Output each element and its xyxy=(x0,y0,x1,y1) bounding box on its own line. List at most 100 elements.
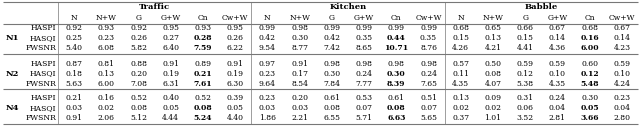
Text: 0.98: 0.98 xyxy=(388,59,405,67)
Text: 0.23: 0.23 xyxy=(259,95,276,103)
Text: 3.66: 3.66 xyxy=(580,115,599,123)
Text: 0.19: 0.19 xyxy=(163,70,179,78)
Text: N2: N2 xyxy=(5,70,19,78)
Text: 6.63: 6.63 xyxy=(387,115,406,123)
Text: 4.26: 4.26 xyxy=(452,44,469,52)
Text: 0.95: 0.95 xyxy=(227,25,244,33)
Text: 0.99: 0.99 xyxy=(388,25,405,33)
Text: 0.27: 0.27 xyxy=(163,34,179,43)
Text: 9.54: 9.54 xyxy=(259,44,276,52)
Text: 6.00: 6.00 xyxy=(98,79,115,87)
Text: 0.53: 0.53 xyxy=(356,95,372,103)
Text: N: N xyxy=(458,14,464,22)
Text: 0.04: 0.04 xyxy=(549,104,566,112)
Text: 0.20: 0.20 xyxy=(130,70,147,78)
Text: 0.03: 0.03 xyxy=(65,104,83,112)
Text: 7.61: 7.61 xyxy=(194,79,212,87)
Text: 0.52: 0.52 xyxy=(130,95,147,103)
Text: 0.92: 0.92 xyxy=(66,25,83,33)
Text: 0.67: 0.67 xyxy=(549,25,566,33)
Text: 0.08: 0.08 xyxy=(484,70,502,78)
Text: 0.08: 0.08 xyxy=(323,104,340,112)
Text: 0.23: 0.23 xyxy=(613,95,630,103)
Text: 2.81: 2.81 xyxy=(549,115,566,123)
Text: G: G xyxy=(136,14,141,22)
Text: 0.12: 0.12 xyxy=(580,70,599,78)
Text: 0.09: 0.09 xyxy=(484,95,502,103)
Text: 5.48: 5.48 xyxy=(580,79,599,87)
Text: 0.60: 0.60 xyxy=(581,59,598,67)
Text: 5.65: 5.65 xyxy=(420,115,437,123)
Text: 0.88: 0.88 xyxy=(130,59,147,67)
Text: 0.68: 0.68 xyxy=(452,25,469,33)
Text: HASQI: HASQI xyxy=(29,104,56,112)
Text: 6.31: 6.31 xyxy=(162,79,179,87)
Text: 0.07: 0.07 xyxy=(356,104,372,112)
Text: Cn: Cn xyxy=(198,14,208,22)
Text: Cw+W: Cw+W xyxy=(415,14,442,22)
Text: 7.08: 7.08 xyxy=(130,79,147,87)
Text: 2.06: 2.06 xyxy=(98,115,115,123)
Text: 0.91: 0.91 xyxy=(291,59,308,67)
Text: 0.42: 0.42 xyxy=(259,34,276,43)
Text: 0.61: 0.61 xyxy=(388,95,405,103)
Text: 0.87: 0.87 xyxy=(66,59,83,67)
Text: 0.15: 0.15 xyxy=(452,34,469,43)
Text: 4.36: 4.36 xyxy=(549,44,566,52)
Text: 0.92: 0.92 xyxy=(130,25,147,33)
Text: 0.05: 0.05 xyxy=(227,104,244,112)
Text: 5.38: 5.38 xyxy=(516,79,534,87)
Text: N1: N1 xyxy=(5,34,19,43)
Text: 0.50: 0.50 xyxy=(484,59,502,67)
Text: 6.00: 6.00 xyxy=(580,44,599,52)
Text: 7.77: 7.77 xyxy=(356,79,372,87)
Text: N4: N4 xyxy=(5,104,19,112)
Text: 0.91: 0.91 xyxy=(227,59,244,67)
Text: 6.22: 6.22 xyxy=(227,44,244,52)
Text: 2.80: 2.80 xyxy=(613,115,630,123)
Text: 0.20: 0.20 xyxy=(291,95,308,103)
Text: 0.02: 0.02 xyxy=(484,104,502,112)
Text: 0.65: 0.65 xyxy=(484,25,502,33)
Text: 0.91: 0.91 xyxy=(66,115,83,123)
Text: 5.71: 5.71 xyxy=(356,115,372,123)
Text: 0.31: 0.31 xyxy=(516,95,534,103)
Text: 0.02: 0.02 xyxy=(98,104,115,112)
Text: 1.86: 1.86 xyxy=(259,115,276,123)
Text: 0.52: 0.52 xyxy=(195,95,211,103)
Text: 0.99: 0.99 xyxy=(323,25,340,33)
Text: 0.13: 0.13 xyxy=(98,70,115,78)
Text: 0.57: 0.57 xyxy=(452,59,469,67)
Text: 3.52: 3.52 xyxy=(516,115,534,123)
Text: 8.76: 8.76 xyxy=(420,44,437,52)
Text: 0.37: 0.37 xyxy=(452,115,469,123)
Text: 7.84: 7.84 xyxy=(323,79,340,87)
Text: 5.63: 5.63 xyxy=(65,79,83,87)
Text: 0.23: 0.23 xyxy=(259,70,276,78)
Text: FWSNR: FWSNR xyxy=(25,44,56,52)
Text: 8.54: 8.54 xyxy=(291,79,308,87)
Text: 0.03: 0.03 xyxy=(259,104,276,112)
Text: Cn: Cn xyxy=(584,14,595,22)
Text: 0.12: 0.12 xyxy=(516,70,534,78)
Text: 0.98: 0.98 xyxy=(323,59,340,67)
Text: 0.14: 0.14 xyxy=(613,34,630,43)
Text: 0.05: 0.05 xyxy=(580,104,599,112)
Text: 0.98: 0.98 xyxy=(291,25,308,33)
Text: 0.99: 0.99 xyxy=(420,25,437,33)
Text: 4.41: 4.41 xyxy=(516,44,534,52)
Text: FWSNR: FWSNR xyxy=(25,115,56,123)
Text: 0.67: 0.67 xyxy=(613,25,630,33)
Text: 6.40: 6.40 xyxy=(163,44,179,52)
Text: 0.81: 0.81 xyxy=(98,59,115,67)
Text: 0.21: 0.21 xyxy=(66,95,83,103)
Text: 9.64: 9.64 xyxy=(259,79,276,87)
Text: N+W: N+W xyxy=(483,14,504,22)
Text: 0.99: 0.99 xyxy=(259,25,276,33)
Text: N: N xyxy=(264,14,271,22)
Text: 6.30: 6.30 xyxy=(227,79,244,87)
Text: G: G xyxy=(522,14,528,22)
Text: 7.42: 7.42 xyxy=(323,44,340,52)
Text: 0.61: 0.61 xyxy=(323,95,340,103)
Text: 0.30: 0.30 xyxy=(323,70,340,78)
